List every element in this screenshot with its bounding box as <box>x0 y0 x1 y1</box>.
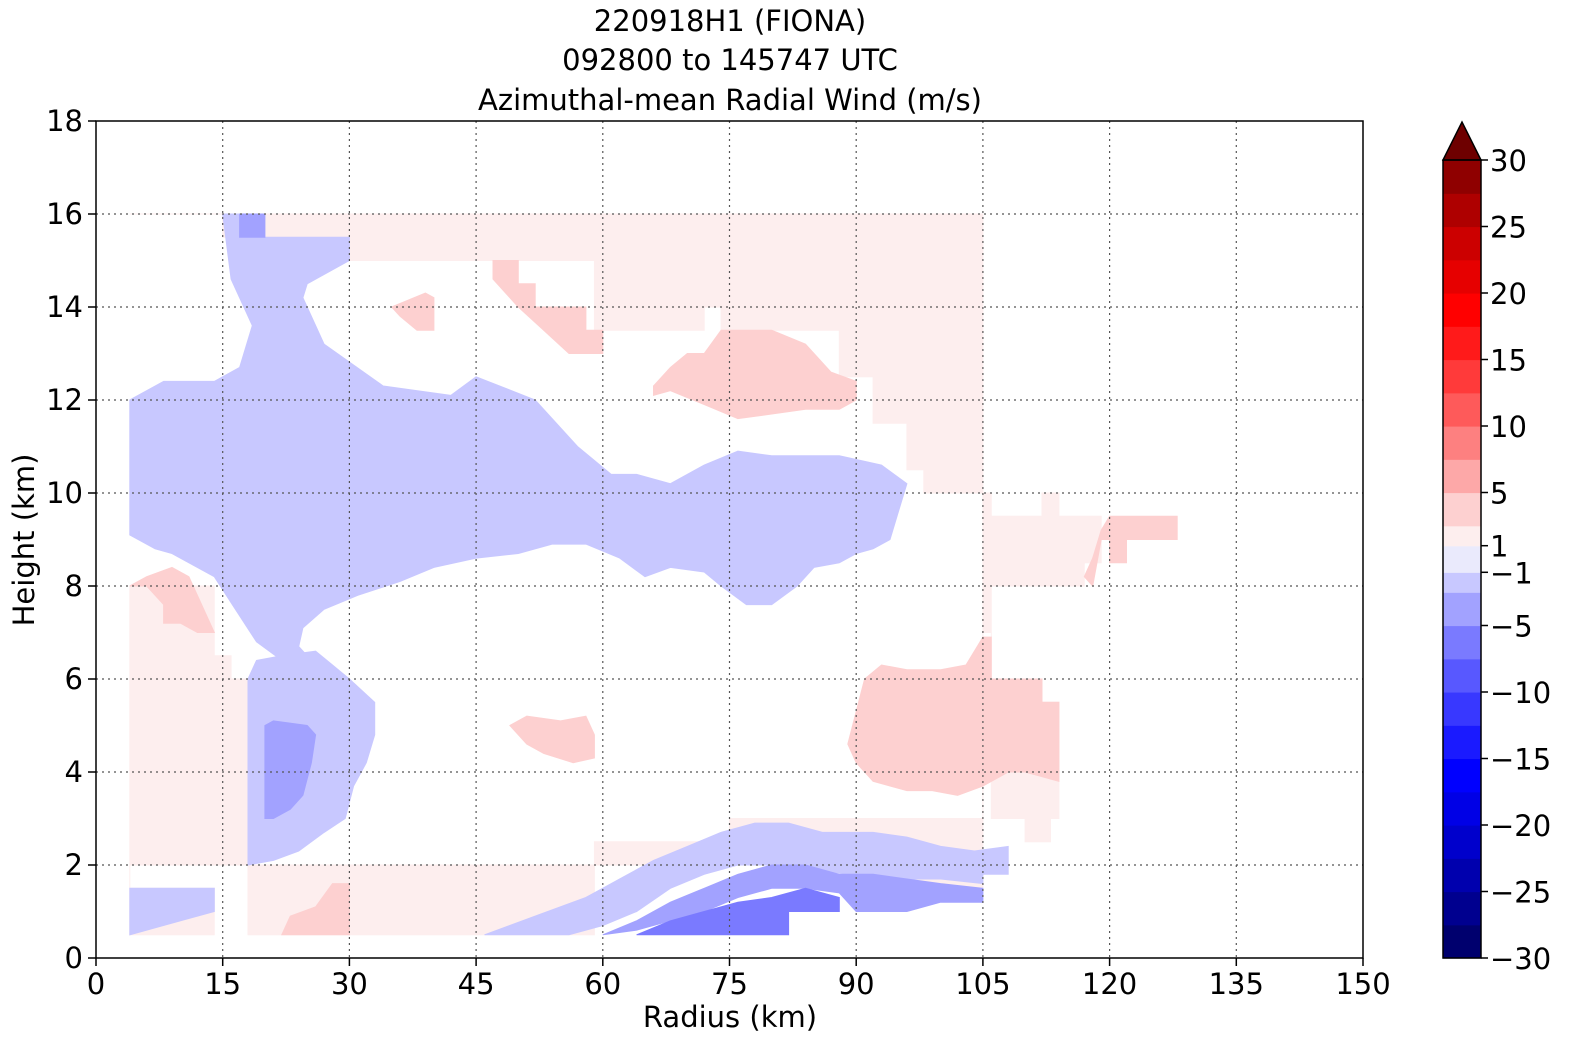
colorbar-segment <box>1443 392 1481 427</box>
colorbar-tick-label: −30 <box>1490 942 1551 976</box>
colorbar-extend-arrow <box>1441 120 1483 161</box>
colorbar-segment <box>1443 226 1481 261</box>
contour-region-surface-pale-blue-strip <box>129 887 215 936</box>
colorbar-segment <box>1443 326 1481 361</box>
colorbar-tick-label: 25 <box>1490 211 1527 245</box>
y-tick-label: 2 <box>65 848 83 882</box>
chart-title: 220918H1 (FIONA) 092800 to 145747 UTC Az… <box>478 4 982 117</box>
colorbar-segment <box>1443 592 1481 627</box>
x-axis-label: Radius (km) <box>643 1000 817 1034</box>
colorbar-tick-label: 20 <box>1490 277 1527 311</box>
x-tick-label: 105 <box>955 967 1010 1001</box>
x-tick-label: 60 <box>584 967 621 1001</box>
colorbar-segment <box>1443 426 1481 460</box>
colorbar-segment <box>1443 891 1481 926</box>
colorbar-segment <box>1443 924 1481 959</box>
colorbar-segment <box>1443 525 1481 547</box>
colorbar-segment <box>1443 791 1481 826</box>
y-axis-label: Height (km) <box>7 454 41 627</box>
x-tick-label: 150 <box>1335 967 1390 1001</box>
colorbar-tick-label: −20 <box>1490 809 1551 843</box>
contour-region-surface-light-red <box>281 883 350 936</box>
x-tick-label: 15 <box>204 967 241 1001</box>
contour-region-boundary-medium-blue <box>636 887 840 936</box>
colorbar-tick-label: −15 <box>1490 743 1551 777</box>
colorbar-tick-label: 1 <box>1490 530 1508 564</box>
x-tick-label: 75 <box>711 967 748 1001</box>
colorbar-segment <box>1443 293 1481 327</box>
colorbar-segment <box>1443 160 1481 194</box>
contour-region-mid-right-light-red <box>847 636 1060 796</box>
x-tick-label: 135 <box>1209 967 1264 1001</box>
colorbar-segment <box>1443 193 1481 228</box>
y-tick-label: 18 <box>46 104 83 138</box>
colorbar-segment <box>1443 658 1481 693</box>
colorbar-segment <box>1443 625 1481 660</box>
grid-lines <box>96 121 1363 958</box>
colorbar-segment <box>1443 459 1481 494</box>
contour-region-lower-left-light-blue <box>264 720 317 819</box>
colorbar-segment <box>1443 825 1481 859</box>
y-tick-label: 12 <box>46 383 83 417</box>
y-tick-label: 14 <box>46 290 83 324</box>
title-line-1: 220918H1 (FIONA) <box>594 4 866 38</box>
colorbar-tick-label: 30 <box>1490 144 1527 178</box>
colorbar: 30 25 20 15 10 5 1−1 −5 −10 −15 −20 −25 −30 <box>1441 120 1551 976</box>
y-tick-label: 8 <box>65 569 83 603</box>
colorbar-segment <box>1443 858 1481 893</box>
y-tick-label: 0 <box>65 941 83 975</box>
contour-region-boundary-pale-blue <box>484 822 1009 936</box>
colorbar-segment <box>1443 259 1481 294</box>
x-tick-label: 120 <box>1082 967 1137 1001</box>
colorbar-tick-label: −1 <box>1490 556 1533 590</box>
colorbar-tick-label: 10 <box>1490 410 1527 444</box>
contour-region-far-right-light-red <box>1083 515 1178 588</box>
contour-region-left-light-red <box>129 566 216 633</box>
colorbar-tick-label: −5 <box>1490 610 1533 644</box>
contour-region-upper-right-light-red <box>653 329 857 420</box>
colorbar-tick-label: 5 <box>1490 477 1508 511</box>
colorbar-segment <box>1443 758 1481 793</box>
y-axis: 0 2 4 6 8 10 12 14 16 18 <box>46 104 96 975</box>
colorbar-segment <box>1443 572 1481 593</box>
colorbar-segment <box>1443 692 1481 726</box>
x-axis: 0 15 30 45 60 75 90 105 120 135 150 <box>87 958 1391 1001</box>
contour-region-mid-left-light-red <box>509 715 595 764</box>
colorbar-segment <box>1443 492 1481 527</box>
colorbar-tick-label: −10 <box>1490 676 1551 710</box>
y-tick-label: 10 <box>46 476 83 510</box>
y-tick-label: 6 <box>65 662 83 696</box>
y-tick-label: 4 <box>65 755 83 789</box>
contour-region-upper-left-light-blue <box>239 213 266 238</box>
x-tick-label: 0 <box>87 967 105 1001</box>
colorbar-tick-label: −25 <box>1490 876 1551 910</box>
x-tick-label: 90 <box>838 967 875 1001</box>
y-tick-label: 16 <box>46 197 83 231</box>
colorbar-segment <box>1443 359 1481 394</box>
contour-region-upper-left-light-red <box>390 292 435 331</box>
x-tick-label: 45 <box>458 967 495 1001</box>
colorbar-tick-label: 15 <box>1490 344 1527 378</box>
title-line-3: Azimuthal-mean Radial Wind (m/s) <box>478 83 982 117</box>
plot-area: 0 15 30 45 60 75 90 105 120 135 150 0 2 4 6 8 10 12 14 16 1… <box>46 104 1391 1001</box>
colorbar-frame <box>1442 159 1482 959</box>
colorbar-segment <box>1443 725 1481 760</box>
title-line-2: 092800 to 145747 UTC <box>562 43 898 77</box>
colorbar-segment <box>1443 545 1481 573</box>
x-tick-label: 30 <box>331 967 368 1001</box>
contour-region-domain-pale-red <box>129 213 1102 936</box>
contour-regions <box>129 213 1178 936</box>
